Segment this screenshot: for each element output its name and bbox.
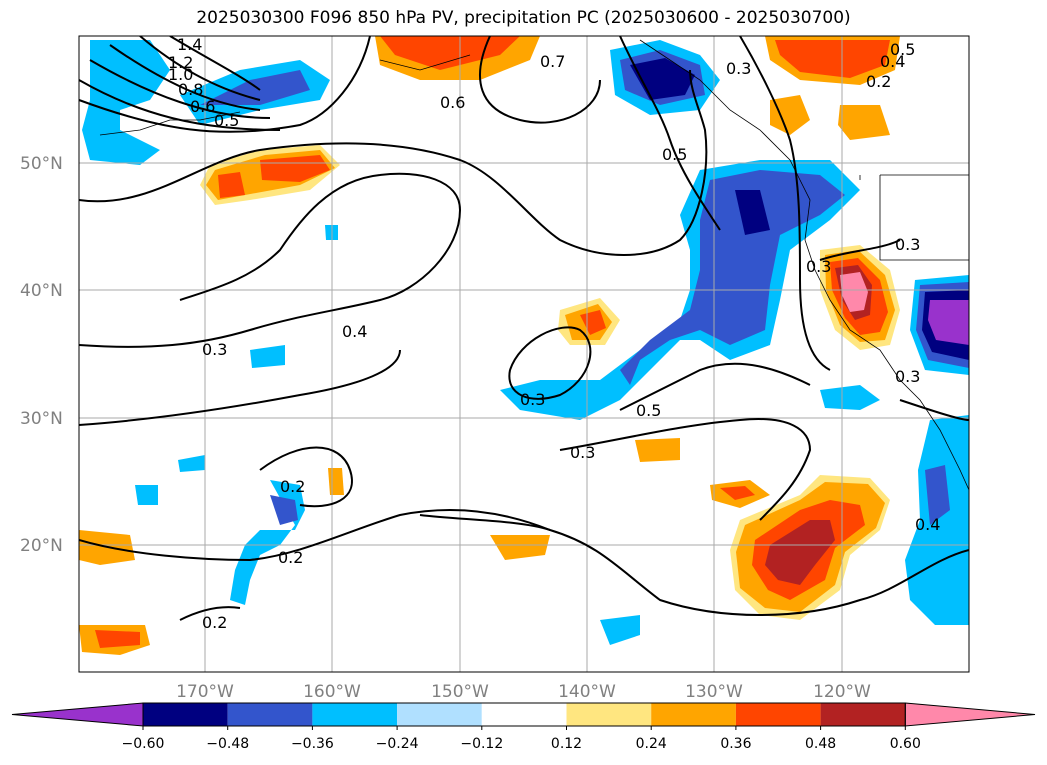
colorbar-tick-label: 0.12	[551, 736, 582, 752]
colorbar-segment	[651, 703, 736, 726]
colorbar-tick-label: 0.48	[805, 736, 836, 752]
precip-negative-region	[620, 170, 845, 385]
contour-label: 0.5	[636, 401, 661, 420]
colorbar-segment	[566, 703, 652, 726]
contour-label: 0.3	[520, 390, 545, 409]
precip-negative-region	[820, 385, 880, 410]
precip-negative-region	[250, 345, 285, 368]
precip-negative-region	[135, 485, 158, 505]
coastlines	[99, 39, 969, 491]
colorbar-outline	[142, 702, 906, 727]
lon-label: 130°W	[685, 682, 743, 702]
gridlines	[79, 36, 969, 672]
contour-label: 0.3	[895, 235, 920, 254]
colorbar-segment	[143, 703, 228, 726]
lon-label: 140°W	[558, 682, 616, 702]
colorbar-segment	[227, 703, 313, 726]
longitude-labels: 170°W 160°W 150°W 140°W 130°W 120°W	[176, 682, 871, 702]
contour-label: 1.0	[168, 65, 193, 84]
contour-label: 0.2	[866, 72, 891, 91]
map-frame	[78, 35, 970, 673]
colorbar-tick-label: 0.36	[720, 736, 751, 752]
precip-positive-region	[838, 105, 890, 140]
lon-label: 120°W	[813, 682, 871, 702]
contour-label: 0.3	[726, 59, 751, 78]
contour-label: 0.5	[214, 111, 239, 130]
precip-positive-region	[260, 155, 330, 182]
lon-label: 170°W	[176, 682, 234, 702]
precip-negative-region	[925, 465, 950, 525]
precip-negative-region	[178, 455, 205, 472]
lon-label: 150°W	[431, 682, 489, 702]
contour-label: 0.2	[278, 548, 303, 567]
colorbar-tick-label: −0.60	[122, 736, 165, 752]
pv-contours	[79, 36, 969, 621]
precip-positive-region	[720, 486, 755, 500]
contour-label: 0.4	[880, 52, 905, 71]
contour-labels: 1.4 1.2 1.0 0.8 0.6 0.5 0.7 0.6 0.5 0.3 …	[168, 35, 940, 632]
contour-label: 0.3	[570, 443, 595, 462]
precip-positive-region	[328, 468, 344, 495]
colorbar-tick-label: −0.48	[206, 736, 249, 752]
colorbar-extend-low	[11, 702, 144, 727]
contour-label: 0.5	[890, 40, 915, 59]
contour-label: 0.2	[202, 613, 227, 632]
colorbar: −0.60 −0.48 −0.36 −0.24 −0.12 0.12 0.24 0.36 0.4…	[11, 702, 1036, 752]
precip-negative-region	[928, 300, 969, 345]
contour-label: 0.7	[540, 52, 565, 71]
colorbar-extend-high	[904, 702, 1036, 727]
contour-label: 0.3	[202, 340, 227, 359]
contour-label: 0.5	[662, 145, 687, 164]
colorbar-tick-label: −0.24	[376, 736, 419, 752]
contour-label: 0.6	[190, 97, 215, 116]
colorbar-segment	[397, 703, 482, 726]
contour-label: 0.8	[178, 80, 203, 99]
lat-label: 50°N	[20, 154, 63, 174]
precip-positive-region	[218, 172, 245, 198]
contour-label: 0.6	[440, 93, 465, 112]
colorbar-tick-label: −0.12	[460, 736, 503, 752]
contour-label: 0.4	[915, 515, 940, 534]
precip-negative-region	[270, 495, 298, 525]
precip-shading	[79, 36, 969, 655]
colorbar-segment	[820, 703, 906, 726]
lat-label: 30°N	[20, 409, 63, 429]
precip-positive-region	[765, 520, 835, 585]
contour-label: 1.4	[177, 35, 202, 54]
latitude-labels: 50°N 40°N 30°N 20°N	[20, 154, 63, 556]
contour-label: 0.3	[806, 257, 831, 276]
precip-positive-region	[635, 438, 680, 462]
precip-negative-region	[735, 190, 770, 235]
lon-label: 160°W	[303, 682, 361, 702]
contour-label: 1.2	[168, 53, 193, 72]
colorbar-tick-label: −0.36	[291, 736, 334, 752]
contour-label: 0.3	[895, 367, 920, 386]
colorbar-tick-label: 0.60	[890, 736, 921, 752]
precip-positive-region	[775, 40, 890, 78]
colorbar-segment	[735, 703, 821, 726]
lat-label: 40°N	[20, 281, 63, 301]
colorbar-tick-label: 0.24	[636, 736, 667, 752]
map-content	[79, 36, 969, 672]
contour-label: 0.4	[342, 322, 367, 341]
precip-positive-region	[770, 95, 810, 135]
precip-positive-region	[840, 272, 868, 312]
colorbar-segment	[481, 703, 567, 726]
precip-negative-region	[230, 480, 305, 605]
precip-positive-region	[490, 535, 550, 560]
colorbar-segment	[312, 703, 398, 726]
lat-label: 20°N	[20, 536, 63, 556]
contour-label: 0.2	[280, 477, 305, 496]
precip-negative-region	[600, 615, 640, 645]
precip-positive-region	[95, 630, 140, 648]
precip-positive-region	[380, 36, 520, 70]
map-title: 2025030300 F096 850 hPa PV, precipitatio…	[196, 8, 851, 28]
